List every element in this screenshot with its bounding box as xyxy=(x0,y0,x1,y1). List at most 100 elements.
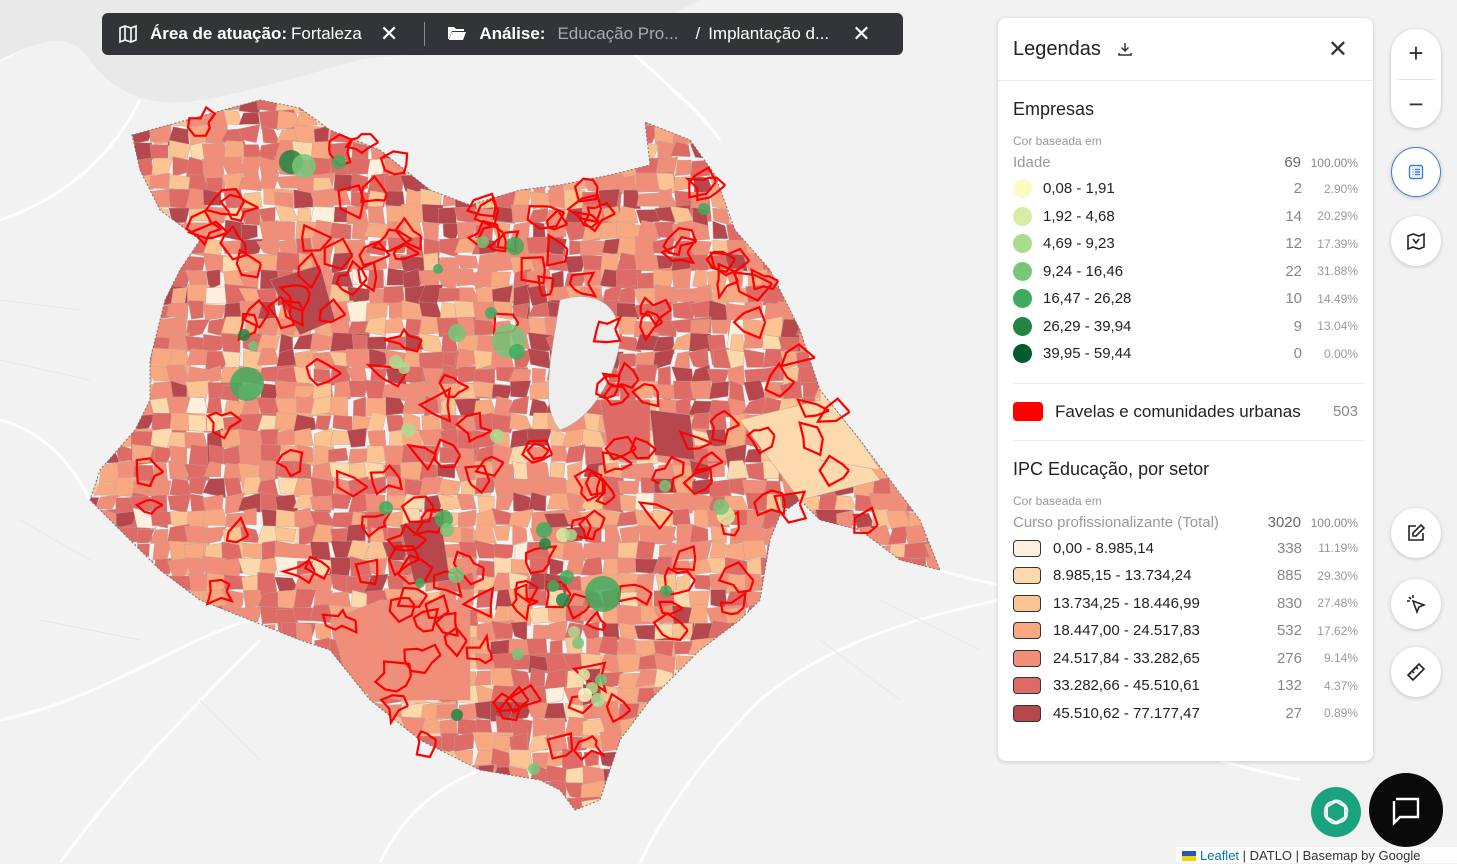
setor-polygon[interactable] xyxy=(168,460,187,480)
empresa-marker[interactable] xyxy=(451,709,463,721)
favela-polygon[interactable] xyxy=(186,220,229,240)
favela-polygon[interactable] xyxy=(277,284,311,313)
setor-polygon[interactable] xyxy=(472,524,497,545)
setor-polygon[interactable] xyxy=(202,478,226,499)
setor-polygon[interactable] xyxy=(652,527,677,544)
favela-polygon[interactable] xyxy=(438,373,470,399)
setor-polygon[interactable] xyxy=(564,255,587,274)
favela-polygon[interactable] xyxy=(415,730,437,759)
setor-polygon[interactable] xyxy=(597,173,624,195)
setor-polygon[interactable] xyxy=(294,428,314,449)
favela-polygon[interactable] xyxy=(321,608,358,634)
empresas-layer[interactable] xyxy=(230,150,735,775)
setor-polygon[interactable] xyxy=(238,171,262,192)
empresas-metric[interactable]: Idade 69 100.00% xyxy=(1013,154,1358,171)
setor-polygon[interactable] xyxy=(458,509,477,530)
setor-polygon[interactable] xyxy=(726,460,750,479)
setor-polygon[interactable] xyxy=(619,494,636,513)
legend-toggle-button[interactable] xyxy=(1391,147,1441,197)
setor-polygon[interactable] xyxy=(238,111,260,125)
favela-polygon[interactable] xyxy=(185,209,222,247)
empresa-marker[interactable] xyxy=(509,344,525,360)
favela-polygon[interactable] xyxy=(303,555,331,581)
favela-polygon[interactable] xyxy=(135,457,165,488)
favela-polygon[interactable] xyxy=(572,735,607,762)
empresa-marker[interactable] xyxy=(433,264,443,274)
setor-polygon[interactable] xyxy=(652,336,675,355)
favela-polygon[interactable] xyxy=(204,187,245,217)
favela-polygon[interactable] xyxy=(671,545,697,571)
setor-polygon[interactable] xyxy=(203,334,227,354)
empresa-marker[interactable] xyxy=(292,154,316,178)
setor-polygon[interactable] xyxy=(582,412,604,433)
setor-polygon[interactable] xyxy=(490,255,516,272)
setor-polygon[interactable] xyxy=(348,380,369,398)
analysis-value[interactable]: Educação Pro... xyxy=(557,24,679,43)
setor-polygon[interactable] xyxy=(712,220,729,239)
setor-polygon[interactable] xyxy=(634,668,659,688)
empresa-marker[interactable] xyxy=(539,538,551,550)
setor-polygon[interactable] xyxy=(635,558,659,574)
setor-polygon[interactable] xyxy=(565,444,586,464)
empresa-marker[interactable] xyxy=(547,580,559,592)
favela-polygon[interactable] xyxy=(693,451,724,472)
legend-class-row[interactable]: 4,69 - 9,23 12 17.39% xyxy=(1013,230,1358,258)
setor-polygon[interactable] xyxy=(312,188,335,209)
favela-polygon[interactable] xyxy=(225,515,250,544)
setor-polygon[interactable] xyxy=(688,590,711,608)
favela-polygon[interactable] xyxy=(719,510,740,537)
empresa-marker[interactable] xyxy=(248,341,258,351)
setor-polygon[interactable] xyxy=(493,524,511,541)
favela-polygon[interactable] xyxy=(443,626,468,658)
empresa-marker[interactable] xyxy=(448,567,464,583)
setor-polygon[interactable] xyxy=(453,732,475,753)
empresa-marker[interactable] xyxy=(512,648,524,660)
legend-class-row[interactable]: 0,00 - 8.985,14 338 11.19% xyxy=(1013,535,1358,563)
setor-polygon[interactable] xyxy=(368,206,386,225)
favela-polygon[interactable] xyxy=(387,545,421,577)
setor-polygon[interactable] xyxy=(117,460,137,482)
setor-polygon[interactable] xyxy=(616,205,639,224)
favela-polygon[interactable] xyxy=(719,590,747,616)
setor-polygon[interactable] xyxy=(221,557,241,578)
setor-polygon[interactable] xyxy=(635,209,661,224)
favela-polygon[interactable] xyxy=(266,295,296,330)
setor-polygon[interactable] xyxy=(617,480,640,495)
leaflet-link[interactable]: Leaflet xyxy=(1200,848,1240,863)
legend-class-row[interactable]: 18.447,00 - 24.517,83 532 17.62% xyxy=(1013,617,1358,645)
setor-polygon[interactable] xyxy=(618,175,637,193)
favela-polygon[interactable] xyxy=(585,610,607,632)
setor-polygon[interactable] xyxy=(309,495,335,511)
setor-polygon[interactable] xyxy=(491,384,513,399)
favela-polygon[interactable] xyxy=(300,223,333,253)
favela-polygon[interactable] xyxy=(237,312,259,342)
setor-polygon[interactable] xyxy=(741,539,767,561)
setor-polygon[interactable] xyxy=(188,475,208,495)
favela-polygon[interactable] xyxy=(206,411,242,440)
setor-polygon[interactable] xyxy=(293,588,317,608)
setor-polygon[interactable] xyxy=(616,653,642,674)
favela-polygon[interactable] xyxy=(344,132,380,155)
favela-polygon[interactable] xyxy=(337,184,365,220)
favela-polygon[interactable] xyxy=(394,216,422,251)
setor-polygon[interactable] xyxy=(351,334,368,352)
openai-assistant-button[interactable] xyxy=(1311,787,1361,837)
legend-class-row[interactable]: 0,08 - 1,91 2 2.90% xyxy=(1013,175,1358,203)
setor-polygon[interactable] xyxy=(417,428,445,446)
favela-polygon[interactable] xyxy=(573,210,600,229)
favela-polygon[interactable] xyxy=(678,430,713,451)
favela-polygon[interactable] xyxy=(660,235,698,265)
setor-polygon[interactable] xyxy=(475,560,495,578)
favela-polygon[interactable] xyxy=(798,421,824,457)
setor-polygon[interactable] xyxy=(545,235,568,255)
setor-polygon[interactable] xyxy=(656,157,678,173)
setor-polygon[interactable] xyxy=(346,321,371,337)
setor-polygon[interactable] xyxy=(311,461,334,481)
setor-polygon[interactable] xyxy=(495,495,515,511)
setor-polygon[interactable] xyxy=(345,523,366,543)
select-button[interactable] xyxy=(1391,579,1441,629)
empresa-marker[interactable] xyxy=(238,329,250,341)
favela-polygon[interactable] xyxy=(631,382,660,408)
favela-polygon[interactable] xyxy=(305,357,342,387)
layers-button[interactable] xyxy=(1391,216,1441,266)
